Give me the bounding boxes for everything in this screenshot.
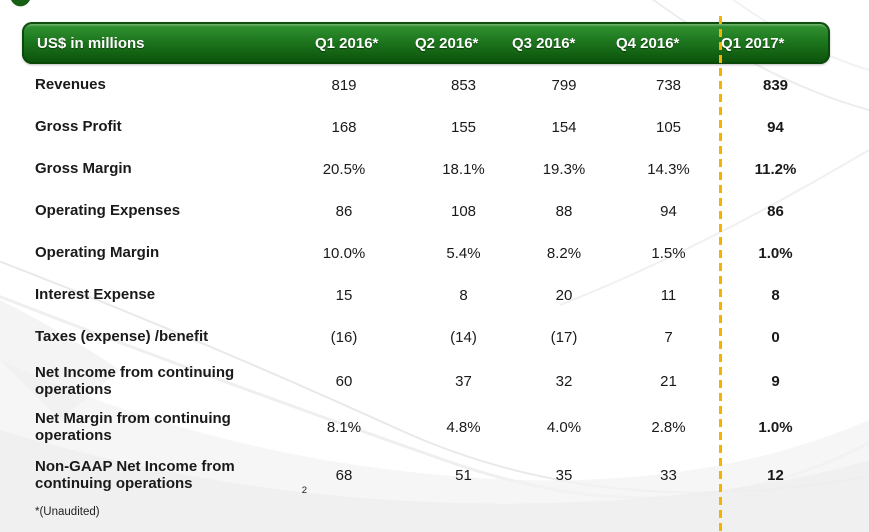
value-cell: 94 (660, 202, 677, 220)
column-header-q3-2016: Q3 2016* (512, 34, 576, 52)
value-cell: 14.3% (647, 160, 690, 178)
unit-label: US$ in millions (37, 34, 145, 52)
row-label: Operating Margin (22, 232, 307, 274)
row-label-text: Operating Expenses (35, 202, 181, 220)
row-label-text: Revenues (35, 76, 106, 94)
column-header-q1-2017: Q1 2017* (721, 34, 785, 52)
row-label-text: Gross Margin (35, 160, 132, 178)
value-cell: (16) (330, 328, 358, 346)
value-cell: 8.2% (546, 244, 582, 262)
value-cell: 33 (660, 466, 677, 484)
row-label: Non-GAAP Net Income from continuing oper… (22, 450, 307, 500)
quarter-divider-dashed-line (719, 16, 722, 532)
value-cell: 18.1% (442, 160, 485, 178)
value-cell: 37 (455, 372, 472, 390)
value-cell: 60 (335, 372, 353, 390)
footnote-marker: 2 (301, 485, 307, 497)
value-cell: 839 (762, 76, 789, 94)
value-cell: 5.4% (446, 244, 481, 262)
value-cell: 799 (551, 76, 577, 94)
value-cell: 8.1% (326, 418, 362, 436)
unaudited-footnote: *(Unaudited) (35, 506, 100, 518)
value-cell: 819 (331, 76, 357, 94)
value-cell: 86 (767, 202, 784, 220)
value-cell: 4.8% (446, 418, 481, 436)
row-label: Net Margin from continuing operations (22, 404, 307, 450)
value-cell: 738 (655, 76, 682, 94)
value-cell: 68 (335, 466, 353, 484)
value-cell: 21 (660, 372, 677, 390)
value-cell: (17) (550, 328, 578, 346)
row-label: Gross Profit (22, 106, 307, 148)
row-label-text: Net Margin from continuing operations (35, 409, 231, 444)
value-cell: 0 (771, 328, 780, 346)
column-header-q1-2016: Q1 2016* (315, 34, 379, 52)
value-cell: 15 (335, 286, 353, 304)
row-label: Net Income from continuing operations (22, 358, 307, 404)
row-label: Interest Expense (22, 274, 307, 316)
value-cell: 88 (555, 202, 573, 220)
row-label: Gross Margin (22, 148, 307, 190)
column-header-q4-2016: Q4 2016* (616, 34, 680, 52)
value-cell: 105 (655, 118, 682, 136)
column-header-q2-2016: Q2 2016* (415, 34, 479, 52)
row-label-text: Taxes (expense) /benefit (35, 328, 209, 346)
value-cell: 19.3% (542, 160, 586, 178)
row-label-text: Non-GAAP Net Income from continuing oper… (35, 457, 235, 492)
row-label-text: Operating Margin (35, 244, 160, 262)
row-label-text: Gross Profit (35, 118, 122, 136)
value-cell: 2.8% (651, 418, 686, 436)
value-cell: 20.5% (322, 160, 366, 178)
value-cell: 32 (555, 372, 573, 390)
value-cell: 155 (450, 118, 477, 136)
value-cell: 154 (551, 118, 577, 136)
value-cell: 12 (767, 466, 784, 484)
value-cell: 51 (455, 466, 472, 484)
row-label: Revenues (22, 64, 307, 106)
value-cell: 4.0% (546, 418, 582, 436)
financial-table-body: Revenues 819 853 799 738 839 Gross Profit 168 15… (22, 64, 830, 500)
value-cell: 11.2% (754, 160, 797, 178)
green-corner-accent (11, 0, 30, 7)
value-cell: (14) (450, 328, 477, 346)
value-cell: 10.0% (322, 244, 366, 262)
value-cell: 11 (660, 286, 677, 304)
value-cell: 35 (555, 466, 573, 484)
value-cell: 1.0% (758, 418, 793, 436)
value-cell: 9 (771, 372, 780, 390)
value-cell: 168 (331, 118, 357, 136)
row-label-text: Interest Expense (35, 286, 156, 304)
row-label-text: Net Income from continuing operations (35, 363, 235, 398)
value-cell: 108 (450, 202, 477, 220)
value-cell: 20 (555, 286, 573, 304)
row-label: Taxes (expense) /benefit (22, 316, 307, 358)
value-cell: 8 (771, 286, 780, 304)
value-cell: 7 (664, 328, 673, 346)
row-label: Operating Expenses (22, 190, 307, 232)
value-cell: 853 (450, 76, 477, 94)
value-cell: 1.5% (651, 244, 686, 262)
value-cell: 94 (767, 118, 784, 136)
value-cell: 86 (335, 202, 353, 220)
value-cell: 1.0% (758, 244, 793, 262)
value-cell: 8 (459, 286, 468, 304)
table-header-bar: US$ in millions Q1 2016* Q2 2016* Q3 201… (22, 22, 830, 64)
